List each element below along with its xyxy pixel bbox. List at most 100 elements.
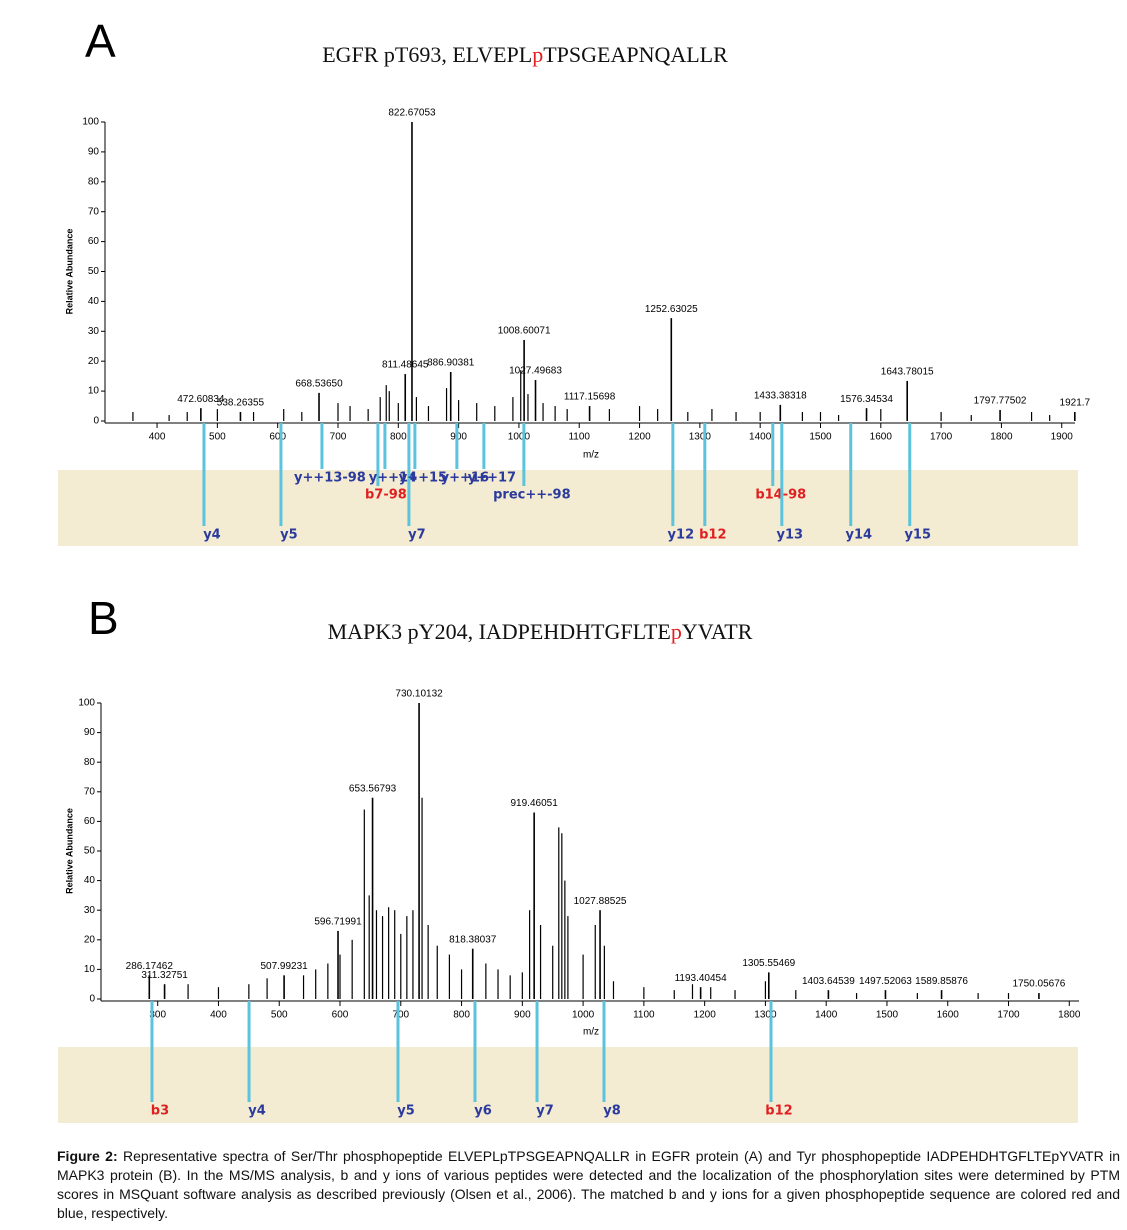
- peak-label: 1193.40454: [675, 973, 728, 984]
- y-tick-label: 90: [88, 147, 100, 158]
- caption-text: Representative spectra of Ser/Thr phosph…: [57, 1148, 1121, 1221]
- peak-label: 507.99231: [260, 961, 308, 972]
- x-axis-label: m/z: [583, 1027, 599, 1038]
- x-tick-label: 1800: [1058, 1010, 1081, 1021]
- y-tick-label: 90: [84, 727, 96, 738]
- ion-label: y7: [536, 1104, 554, 1119]
- peak-label: 596.71991: [314, 917, 362, 928]
- peak-label: 311.32751: [141, 970, 188, 981]
- x-tick-label: 600: [332, 1010, 349, 1021]
- peak-label: 1643.78015: [881, 367, 934, 378]
- peak-label: 1797.77502: [974, 396, 1027, 407]
- ion-label: y5: [397, 1104, 415, 1119]
- ion-label: y13: [777, 528, 804, 543]
- y-tick-label: 0: [93, 416, 99, 427]
- x-tick-label: 900: [514, 1010, 531, 1021]
- x-tick-label: 400: [210, 1010, 227, 1021]
- ion-label: y4: [248, 1104, 266, 1119]
- peak-label: 286.17462: [126, 961, 174, 972]
- y-tick-label: 70: [84, 786, 96, 797]
- x-tick-label: 300: [149, 1010, 166, 1021]
- x-tick-label: 600: [269, 432, 286, 443]
- peak-label: 653.56793: [349, 783, 397, 794]
- y-tick-label: 20: [84, 934, 96, 945]
- ion-label: y++16: [441, 471, 489, 486]
- y-tick-label: 100: [82, 117, 99, 128]
- x-tick-label: 1100: [568, 432, 590, 443]
- x-tick-label: 1000: [572, 1010, 595, 1021]
- ion-label: y12: [668, 528, 695, 543]
- x-tick-label: 500: [209, 432, 226, 443]
- x-tick-label: 1300: [754, 1010, 777, 1021]
- title-part: p: [671, 619, 682, 644]
- y-tick-label: 60: [84, 816, 96, 827]
- ion-label: y14: [845, 528, 872, 543]
- y-tick-label: 30: [88, 326, 100, 337]
- peak-label: 1008.60071: [498, 326, 551, 337]
- x-tick-label: 1200: [628, 432, 651, 443]
- x-tick-label: 1100: [633, 1010, 655, 1021]
- peak-label: 472.60834: [177, 394, 225, 405]
- x-tick-label: 800: [453, 1010, 470, 1021]
- x-tick-label: 1900: [1051, 432, 1074, 443]
- x-tick-label: 700: [330, 432, 347, 443]
- ion-label: prec++-98: [493, 488, 571, 503]
- peak-label: 1252.63025: [645, 304, 698, 315]
- panel-title: MAPK3 pY204, IADPEHDHTGFLTEpYVATR: [328, 619, 753, 644]
- peak-label: 730.10132: [395, 689, 443, 700]
- y-tick-label: 80: [88, 176, 100, 187]
- peak-label: 1027.88525: [574, 896, 627, 907]
- title-part: YVATR: [682, 619, 753, 644]
- y-axis-label: Relative Abundance: [64, 808, 74, 894]
- x-axis-label: m/z: [583, 450, 599, 461]
- panel-title: EGFR pT693, ELVEPLpTPSGEAPNQALLR: [322, 42, 728, 67]
- peak-label: 1403.64539: [802, 976, 855, 987]
- y-tick-label: 10: [84, 964, 96, 975]
- ion-label: y8: [603, 1104, 621, 1119]
- x-tick-label: 1500: [876, 1010, 899, 1021]
- peak-label: 538.26355: [217, 398, 265, 409]
- panel-letter: B: [88, 592, 119, 644]
- title-part: p: [532, 42, 543, 67]
- x-tick-label: 400: [149, 432, 166, 443]
- ion-label: y7: [408, 528, 426, 543]
- ion-label: y6: [474, 1104, 492, 1119]
- y-tick-label: 10: [88, 386, 100, 397]
- peak-label: 1433.38318: [754, 390, 807, 401]
- peak-label: 1117.15698: [564, 392, 616, 403]
- peak-label: 1589.85876: [915, 976, 968, 987]
- y-tick-label: 20: [88, 356, 100, 367]
- ion-label: b3: [151, 1104, 169, 1119]
- ion-label: y5: [280, 528, 298, 543]
- x-tick-label: 900: [450, 432, 467, 443]
- y-tick-label: 80: [84, 757, 96, 768]
- y-tick-label: 50: [84, 846, 96, 857]
- x-tick-label: 1700: [930, 432, 953, 443]
- ion-label: y++14: [369, 471, 417, 486]
- x-tick-label: 700: [392, 1010, 409, 1021]
- y-tick-label: 70: [88, 206, 100, 217]
- ion-label: y++17: [468, 471, 516, 486]
- y-axis-label: Relative Abundance: [64, 229, 74, 315]
- y-tick-label: 50: [88, 266, 100, 277]
- peak-label: 668.53650: [295, 379, 343, 390]
- peak-label: 919.46051: [511, 798, 559, 809]
- ion-label: b7-98: [365, 488, 407, 503]
- x-tick-label: 1200: [694, 1010, 717, 1021]
- ion-label: y4: [203, 528, 221, 543]
- y-tick-label: 30: [84, 905, 96, 916]
- panel-letter: A: [85, 15, 116, 67]
- peak-label: 886.90381: [427, 358, 475, 369]
- ion-label: y++15: [399, 471, 447, 486]
- title-part: MAPK3 pY204, IADPEHDHTGFLTE: [328, 619, 671, 644]
- peak-label: 1305.55469: [742, 958, 795, 969]
- x-tick-label: 1400: [815, 1010, 838, 1021]
- x-tick-label: 1500: [809, 432, 832, 443]
- peak-label: 1921.7: [1060, 398, 1091, 409]
- y-tick-label: 40: [88, 296, 100, 307]
- peak-label: 1027.49683: [509, 366, 562, 377]
- x-tick-label: 1400: [749, 432, 772, 443]
- x-tick-label: 1600: [937, 1010, 960, 1021]
- x-tick-label: 500: [271, 1010, 288, 1021]
- peak-label: 818.38037: [449, 934, 497, 945]
